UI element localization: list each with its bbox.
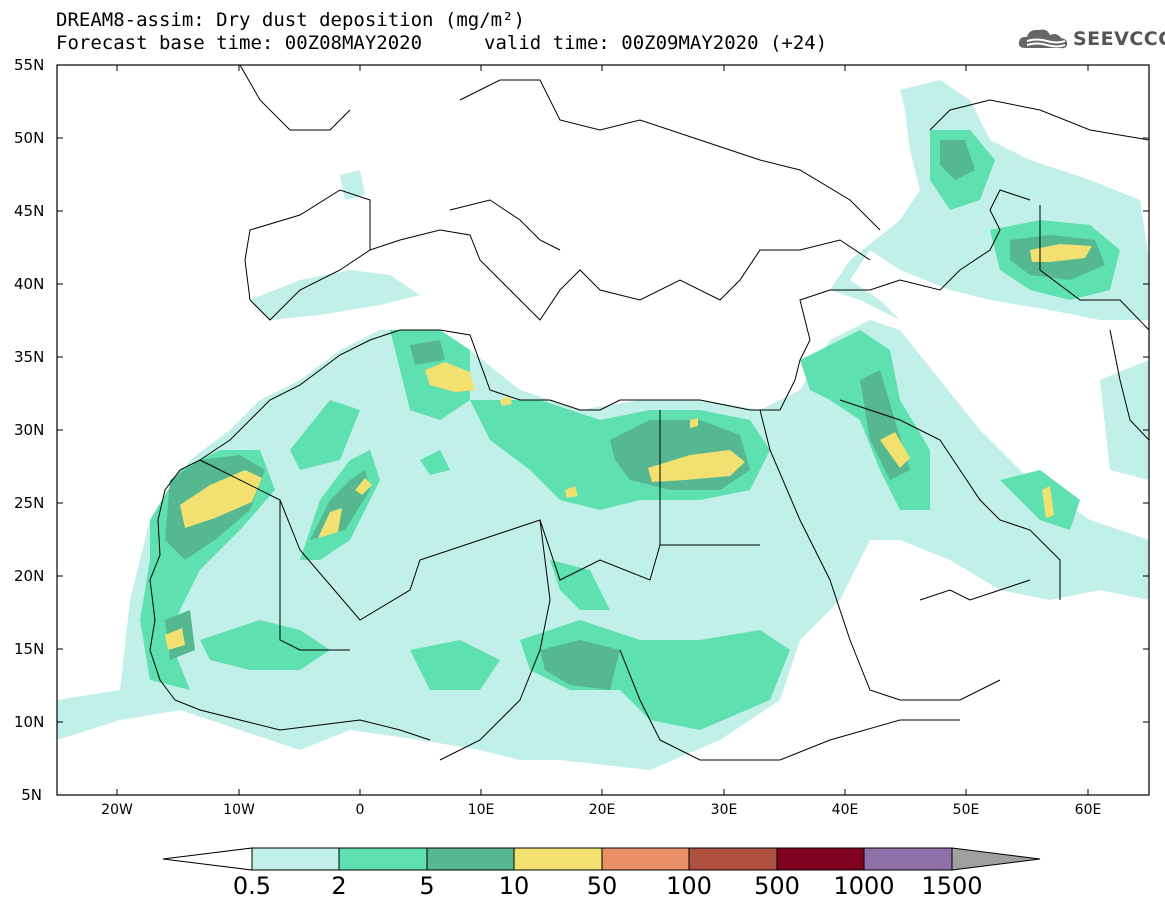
colorbar-swatch-8 bbox=[863, 847, 953, 871]
lat-tick-label: 5N bbox=[21, 786, 42, 804]
lat-tick-label: 35N bbox=[14, 348, 45, 366]
logo-text: SEEVCCC bbox=[1073, 28, 1165, 50]
colorbar-label: 1500 bbox=[921, 872, 983, 900]
colorbar-over-triangle bbox=[951, 847, 1041, 871]
colorbar-swatch-2 bbox=[338, 847, 428, 871]
lon-tick-label: 10E bbox=[467, 802, 495, 818]
lat-tick-label: 30N bbox=[14, 421, 45, 439]
colorbar-label: 10 bbox=[498, 872, 530, 900]
colorbar-swatch-6 bbox=[688, 847, 778, 871]
colorbar-under-triangle bbox=[162, 847, 253, 871]
lon-tick-label: 30E bbox=[710, 802, 738, 818]
lon-tick-label: 20W bbox=[101, 802, 133, 818]
lat-tick-label: 20N bbox=[14, 567, 45, 585]
lat-tick-label: 15N bbox=[14, 640, 45, 658]
forecast-base-time: Forecast base time: 00Z08MAY2020 bbox=[56, 32, 423, 54]
colorbar-label: 500 bbox=[754, 872, 800, 900]
colorbar-swatch-7 bbox=[776, 847, 865, 871]
deposition-level-10 bbox=[165, 244, 1092, 650]
lat-tick-label: 25N bbox=[14, 494, 45, 512]
seevccc-logo: SEEVCCC bbox=[1017, 26, 1165, 52]
colorbar-label: 100 bbox=[666, 872, 712, 900]
colorbar-label: 1000 bbox=[833, 872, 895, 900]
lon-tick-label: 0 bbox=[355, 802, 365, 818]
colorbar-swatch-4 bbox=[513, 847, 603, 871]
lon-tick-label: 10W bbox=[223, 802, 255, 818]
lon-tick-label: 40E bbox=[831, 802, 859, 818]
colorbar-label: 50 bbox=[586, 872, 618, 900]
dust-field bbox=[57, 80, 1149, 770]
lat-tick-label: 55N bbox=[14, 56, 45, 74]
lat-tick-label: 10N bbox=[14, 713, 45, 731]
colorbar-swatch-3 bbox=[426, 847, 515, 871]
country-borders bbox=[149, 65, 1149, 761]
lat-tick-label: 50N bbox=[14, 129, 45, 147]
colorbar-label: 2 bbox=[331, 872, 347, 900]
lat-tick-label: 45N bbox=[14, 202, 45, 220]
lon-tick-label: 50E bbox=[952, 802, 980, 818]
valid-time: valid time: 00Z09MAY2020 (+24) bbox=[484, 32, 828, 54]
tick-marks bbox=[57, 64, 1149, 795]
colorbar-swatch-5 bbox=[601, 847, 690, 871]
colorbar-label: 0.5 bbox=[232, 872, 272, 900]
colorbar-label: 5 bbox=[419, 872, 435, 900]
lat-tick-label: 40N bbox=[14, 275, 45, 293]
map-title: DREAM8-assim: Dry dust deposition (mg/m²… bbox=[56, 9, 525, 31]
colorbar bbox=[162, 847, 1041, 871]
lon-tick-label: 60E bbox=[1074, 802, 1102, 818]
cloud-icon bbox=[1018, 29, 1068, 49]
colorbar-swatch-1 bbox=[251, 847, 340, 871]
lon-tick-label: 20E bbox=[588, 802, 616, 818]
